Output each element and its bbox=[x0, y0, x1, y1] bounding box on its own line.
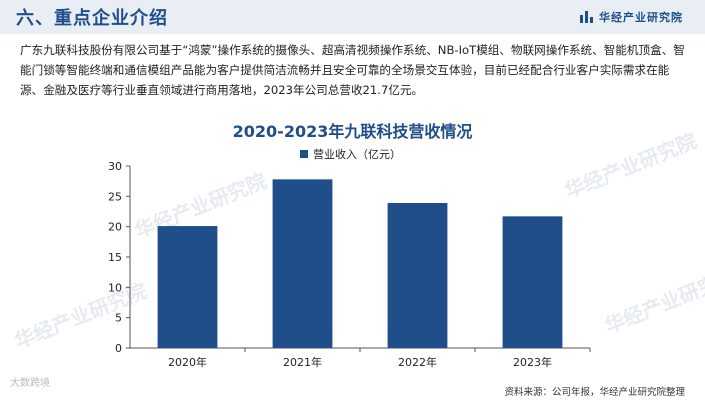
chart-title: 2020-2023年九联科技营收情况 bbox=[232, 122, 473, 141]
bar-logo-icon bbox=[580, 11, 593, 23]
y-tick-label: 10 bbox=[108, 281, 122, 294]
bar bbox=[387, 203, 448, 348]
y-tick-label: 25 bbox=[108, 190, 122, 203]
bar bbox=[157, 226, 218, 348]
x-tick-label: 2022年 bbox=[398, 355, 437, 369]
bar bbox=[502, 216, 563, 348]
x-tick-label: 2021年 bbox=[283, 355, 322, 369]
legend-label: 营业收入（亿元） bbox=[313, 147, 401, 161]
brand-name: 华经产业研究院 bbox=[599, 11, 683, 24]
section-title: 六、重点企业介绍 bbox=[16, 8, 168, 29]
y-tick-label: 30 bbox=[108, 160, 122, 173]
header-bar: 六、重点企业介绍 华经产业研究院 bbox=[0, 0, 705, 34]
legend-swatch bbox=[300, 150, 308, 158]
brand: 华经产业研究院 bbox=[580, 9, 683, 25]
y-tick-label: 0 bbox=[115, 342, 122, 355]
x-tick-label: 2023年 bbox=[513, 355, 552, 369]
bar bbox=[272, 179, 333, 348]
source-note: 资料来源：公司年报，华经产业研究院整理 bbox=[504, 387, 685, 398]
corner-watermark: 大数跨境 bbox=[10, 378, 50, 389]
x-tick-label: 2020年 bbox=[168, 355, 207, 369]
y-tick-label: 20 bbox=[108, 221, 122, 234]
intro-paragraph: 广东九联科技股份有限公司基于“鸿蒙”操作系统的摄像头、超高清视频操作系统、NB-… bbox=[20, 43, 685, 97]
y-tick-label: 5 bbox=[115, 312, 122, 325]
y-tick-label: 15 bbox=[108, 251, 122, 264]
